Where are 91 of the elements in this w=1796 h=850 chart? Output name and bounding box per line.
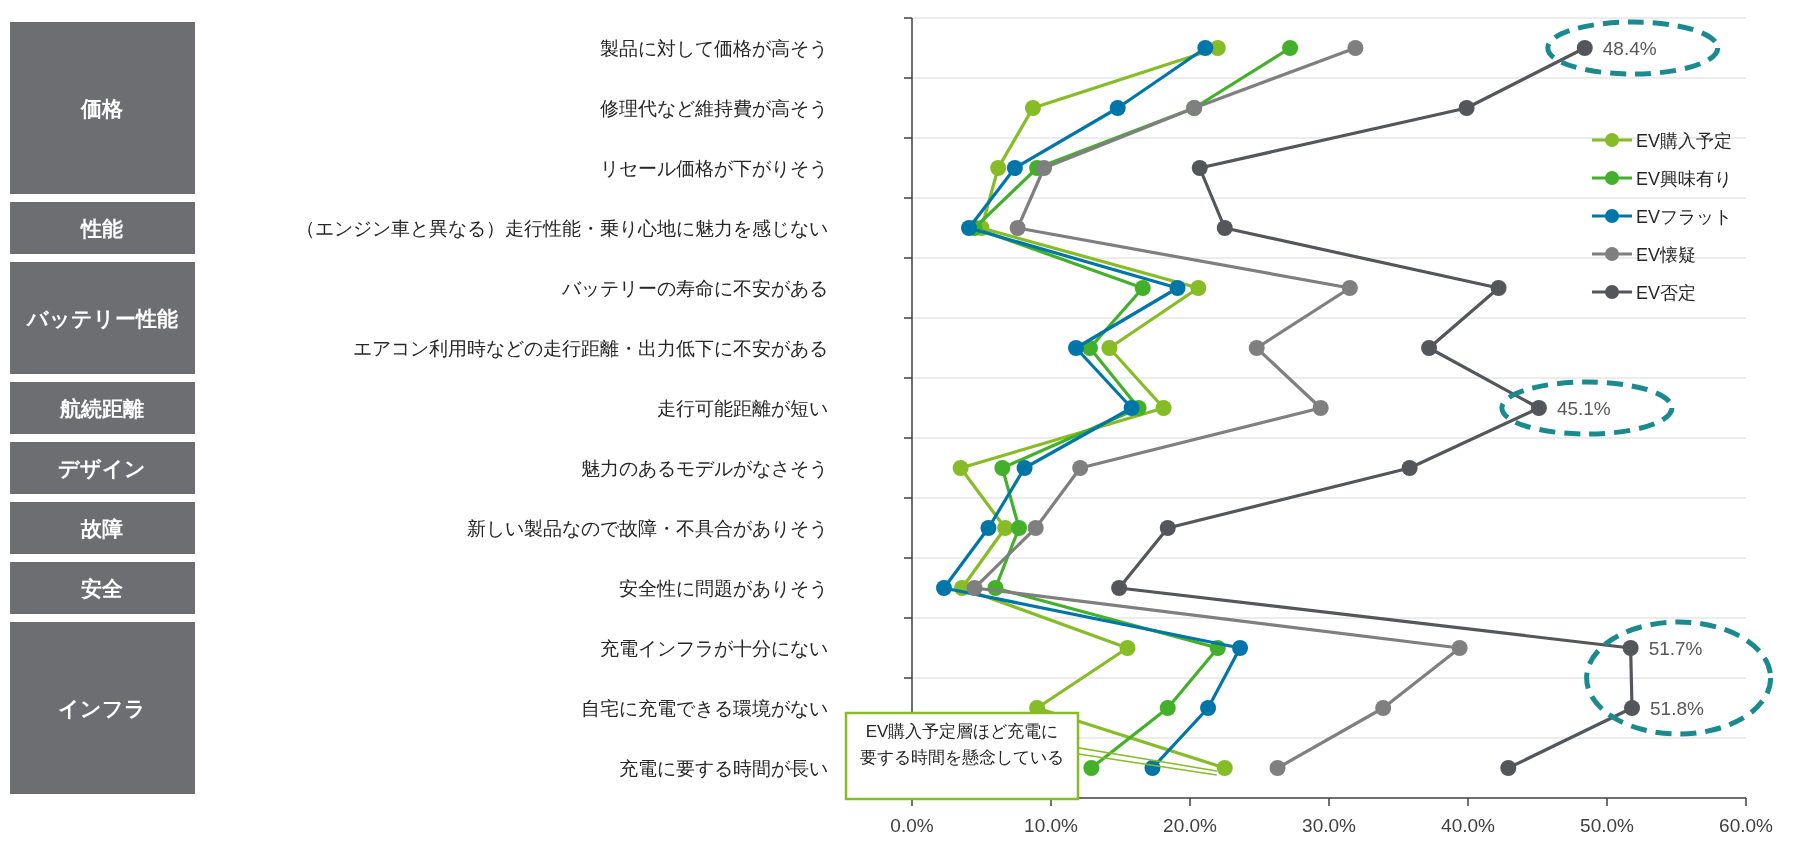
point xyxy=(1530,400,1547,416)
point xyxy=(1200,700,1217,716)
point xyxy=(1197,40,1214,56)
x-tick-label: 50.0% xyxy=(1580,815,1635,836)
legend-label: EV興味有り xyxy=(1636,169,1733,189)
text: 安全 xyxy=(81,577,124,600)
point xyxy=(1375,700,1392,716)
point xyxy=(1576,40,1593,56)
point xyxy=(1006,160,1023,176)
x-tick-label: 30.0% xyxy=(1302,815,1357,836)
y-tick-label: （エンジン車と異なる）走行性能・乗り心地に魅力を感じない xyxy=(296,218,828,239)
point xyxy=(1451,640,1468,656)
point xyxy=(1159,520,1176,536)
point xyxy=(1068,340,1085,356)
y-tick-label: リセール価格が下がりそう xyxy=(600,158,828,179)
annotation: EV購入予定層ほど充電に要する時間を懸念している xyxy=(860,722,1064,767)
point xyxy=(1027,520,1044,536)
text: バッテリー性能 xyxy=(25,307,178,330)
point xyxy=(1458,100,1475,116)
x-tick-label: 10.0% xyxy=(1024,815,1079,836)
legend-label: EV否定 xyxy=(1636,283,1697,303)
point xyxy=(1190,280,1207,296)
point xyxy=(1111,580,1128,596)
point xyxy=(1011,520,1028,536)
point xyxy=(1624,700,1641,716)
point xyxy=(1123,400,1140,416)
text: デザイン xyxy=(58,457,146,480)
text: インフラ xyxy=(58,697,146,720)
text: 性能 xyxy=(79,217,123,240)
point xyxy=(1341,280,1358,296)
point xyxy=(1500,760,1517,776)
point xyxy=(1072,460,1089,476)
y-tick-label: 安全性に問題がありそう xyxy=(619,578,828,599)
text: 航続距離 xyxy=(59,397,144,420)
y-tick-label: バッテリーの寿命に不安がある xyxy=(561,278,828,299)
text: 故障 xyxy=(80,517,123,540)
y-tick-label: 自宅に充電できる環境がない xyxy=(581,698,828,719)
y-tick-label: エアコン利用時などの走行距離・出力低下に不安がある xyxy=(353,338,828,359)
point xyxy=(1155,400,1172,416)
point xyxy=(1421,340,1438,356)
x-tick-label: 60.0% xyxy=(1719,815,1774,836)
point xyxy=(1401,460,1418,476)
legend-label: EV懐疑 xyxy=(1636,245,1697,265)
point xyxy=(966,580,983,596)
point xyxy=(1269,760,1286,776)
y-tick-label: 新しい製品なので故障・不具合がありそう xyxy=(467,518,828,539)
point xyxy=(997,520,1014,536)
point xyxy=(935,580,952,596)
point xyxy=(1282,40,1299,56)
point xyxy=(1009,220,1026,236)
y-tick-label: 修理代など維持費が高そう xyxy=(600,98,828,119)
legend-label: EV購入予定 xyxy=(1636,131,1733,151)
point xyxy=(1024,100,1041,116)
x-tick-label: 20.0% xyxy=(1163,815,1218,836)
point xyxy=(990,160,1007,176)
point xyxy=(1312,400,1329,416)
point xyxy=(1169,280,1186,296)
callout: EV購入予定層ほど充電に要する時間を懸念している xyxy=(844,711,1218,801)
data-label: 45.1% xyxy=(1556,398,1611,419)
legend-label: EVフラット xyxy=(1636,207,1733,227)
point xyxy=(1119,640,1136,656)
point xyxy=(1490,280,1507,296)
point xyxy=(1191,160,1208,176)
data-label: 51.7% xyxy=(1648,638,1703,659)
y-tick-label: 走行可能距離が短い xyxy=(657,398,828,419)
point xyxy=(1083,760,1100,776)
point xyxy=(1016,460,1033,476)
point xyxy=(1216,760,1233,776)
point xyxy=(1159,700,1176,716)
text: 価格 xyxy=(80,97,124,120)
point xyxy=(952,460,969,476)
x-tick-label: 40.0% xyxy=(1441,815,1496,836)
point xyxy=(1134,280,1151,296)
data-label: 51.8% xyxy=(1650,698,1704,719)
point xyxy=(1347,40,1364,56)
y-tick-label: 魅力のあるモデルがなさそう xyxy=(581,458,828,479)
point xyxy=(1101,340,1118,356)
point xyxy=(1248,340,1265,356)
y-tick-label: 充電インフラが十分にない xyxy=(600,638,828,659)
point xyxy=(960,220,977,236)
point xyxy=(994,460,1011,476)
point xyxy=(980,520,997,536)
point xyxy=(1216,220,1233,236)
y-tick-label: 充電に要する時間が長い xyxy=(619,758,828,779)
point xyxy=(1232,640,1249,656)
data-label: 48.4% xyxy=(1602,38,1657,59)
point xyxy=(1622,640,1639,656)
point xyxy=(1109,100,1126,116)
point xyxy=(1036,160,1053,176)
y-tick-label: 製品に対して価格が高そう xyxy=(600,38,828,59)
x-tick-label: 0.0% xyxy=(890,815,934,836)
